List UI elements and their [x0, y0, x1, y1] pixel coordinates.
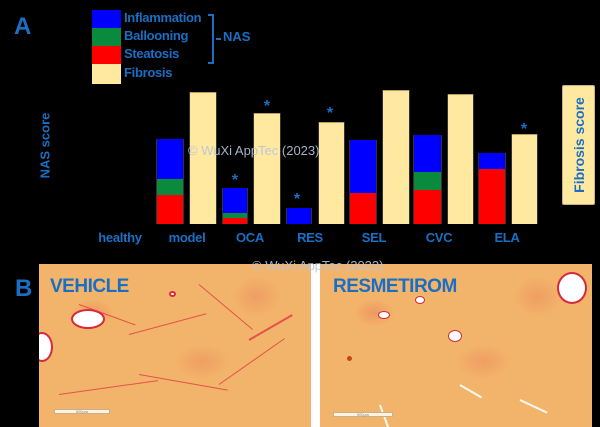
bar-nas-ela — [478, 153, 506, 224]
bar-nas-res — [286, 208, 312, 224]
significance-star-nas-oca: * — [231, 172, 239, 189]
significance-star-fibrosis-res: * — [326, 105, 334, 122]
bar-fibrosis-res — [318, 122, 345, 224]
watermark-panel-b: © WuXi AppTec (2023) — [252, 258, 384, 273]
x-tick-label-sel: SEL — [361, 230, 387, 245]
bar-segment-fibrosis — [383, 90, 409, 224]
bar-segment-steatosis — [157, 195, 183, 224]
vessel — [71, 309, 105, 329]
bar-nas-sel — [349, 140, 377, 224]
bar-nas-cvc — [413, 135, 442, 224]
bar-segment-fibrosis — [319, 122, 344, 224]
image-label-vehicle: VEHICLE — [50, 276, 129, 297]
image-label-resmetirom: RESMETIROM — [333, 276, 457, 297]
fibrosis-strand — [218, 338, 285, 385]
legend-swatch-steatosis — [92, 46, 121, 64]
legend-label-fibrosis: Fibrosis — [124, 65, 173, 80]
vessel — [378, 311, 390, 319]
x-tick-label-cvc: CVC — [425, 230, 453, 245]
bar-segment-steatosis — [223, 218, 247, 224]
histology-image-resmetirom: 500µm — [320, 264, 592, 427]
bar-segment-fibrosis — [254, 113, 280, 224]
scale-bar-resmetirom: 500µm — [333, 412, 393, 417]
bar-segment-steatosis — [414, 190, 441, 224]
bar-fibrosis-ela — [511, 134, 538, 224]
vessel-lumen — [519, 399, 548, 414]
histology-image-vehicle: 500µm — [39, 264, 311, 427]
significance-star-fibrosis-oca: * — [263, 98, 271, 115]
bar-segment-fibrosis — [190, 92, 216, 224]
bar-segment-inflammation — [350, 140, 376, 193]
y-axis-label-nas: NAS score — [37, 112, 53, 179]
x-tick-label-oca: OCA — [236, 230, 264, 245]
bar-segment-inflammation — [157, 139, 183, 179]
bar-segment-inflammation — [414, 135, 441, 172]
bar-segment-inflammation — [223, 188, 247, 213]
x-tick-label-healthy: healthy — [98, 230, 142, 245]
vessel-lumen — [459, 384, 483, 399]
x-tick-label-model: model — [168, 230, 206, 245]
bar-segment-ballooning — [223, 213, 247, 218]
bar-segment-fibrosis — [512, 134, 537, 224]
fibrosis-strand — [198, 284, 253, 330]
vessel — [557, 272, 587, 304]
bar-fibrosis-sel — [382, 90, 410, 224]
bar-fibrosis-cvc — [447, 94, 474, 224]
fibrosis-strand — [128, 313, 207, 335]
fibrosis-strand — [248, 314, 293, 341]
fibrosis-strand — [138, 374, 228, 391]
legend-swatch-fibrosis — [92, 64, 121, 84]
nas-group-label: NAS — [223, 29, 251, 44]
significance-star-nas-res: * — [293, 191, 301, 208]
bar-segment-steatosis — [350, 193, 376, 224]
bar-segment-fibrosis — [448, 94, 473, 224]
bar-nas-oca — [222, 188, 248, 224]
bar-segment-ballooning — [414, 172, 441, 190]
x-tick-label-ela: ELA — [494, 230, 520, 245]
watermark-panel-a: © WuXi AppTec (2023) — [188, 143, 320, 158]
vessel — [448, 330, 462, 342]
bar-segment-inflammation — [287, 208, 311, 224]
bar-nas-model — [156, 139, 184, 224]
bar-segment-steatosis — [479, 169, 505, 224]
nas-bracket — [208, 14, 214, 64]
bar-fibrosis-oca — [253, 113, 281, 224]
bar-segment-inflammation — [479, 153, 505, 169]
panel-b-label: B — [15, 275, 33, 302]
y-axis-label-fibrosis-box: Fibrosis score — [562, 85, 595, 205]
bar-fibrosis-model — [189, 92, 217, 224]
legend-swatch-ballooning — [92, 28, 121, 46]
significance-star-fibrosis-ela: * — [520, 121, 528, 138]
scale-bar-vehicle: 500µm — [54, 409, 110, 414]
panel-a-label: A — [14, 13, 32, 40]
image-divider — [311, 264, 320, 427]
vessel — [415, 296, 425, 304]
fibrosis-strand — [58, 380, 159, 395]
pigment-spot — [347, 356, 352, 361]
bar-segment-ballooning — [157, 179, 183, 195]
legend-swatch-inflammation — [92, 10, 121, 28]
legend-label-steatosis: Steatosis — [124, 46, 180, 61]
legend-label-inflammation: Inflammation — [124, 10, 202, 25]
vessel — [39, 332, 53, 362]
nas-bracket-tick — [216, 38, 221, 40]
legend-label-ballooning: Ballooning — [124, 28, 189, 43]
x-tick-label-res: RES — [297, 230, 323, 245]
y-axis-label-fibrosis: Fibrosis score — [570, 97, 587, 193]
vessel — [169, 291, 176, 297]
